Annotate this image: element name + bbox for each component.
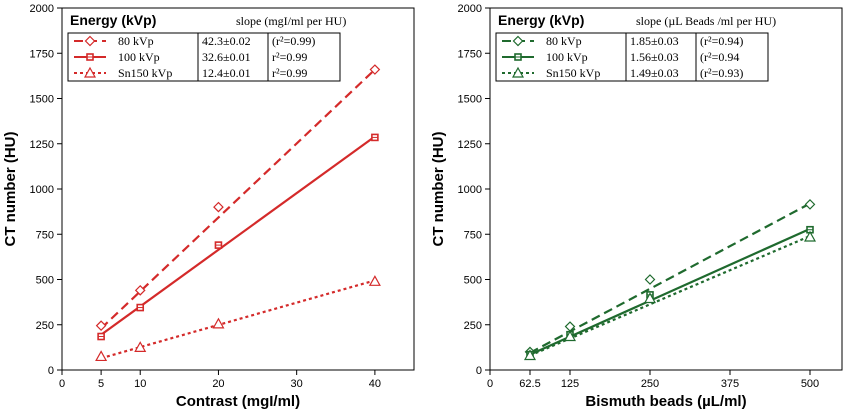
fit-line <box>100 135 376 336</box>
data-point-triangle <box>368 275 381 286</box>
y-tick-label: 1250 <box>458 139 482 151</box>
x-tick-label: 0 <box>59 378 65 390</box>
legend-title: Energy (kVp) <box>70 12 156 28</box>
y-tick-label: 250 <box>36 320 54 332</box>
x-tick-label: 40 <box>369 378 381 390</box>
y-tick-label: 1500 <box>458 94 482 106</box>
data-point-triangle <box>212 317 225 329</box>
data-point-diamond <box>804 199 816 210</box>
y-axis-label: CT number (HU) <box>2 132 19 247</box>
legend-table <box>495 32 769 82</box>
data-point-triangle <box>134 341 147 352</box>
fit-line <box>529 202 811 354</box>
legend-series-label: Sn150 kVp <box>546 66 600 80</box>
fit-line <box>100 68 376 330</box>
y-tick-label: 500 <box>464 275 482 287</box>
data-point-diamond <box>369 64 381 75</box>
x-tick-label: 30 <box>291 378 303 390</box>
fit-line <box>529 227 811 356</box>
y-tick-label: 1000 <box>458 184 482 196</box>
data-point-diamond <box>512 35 524 47</box>
series-80-kvp <box>95 64 381 332</box>
y-tick-label: 1750 <box>30 48 54 60</box>
legend-r2: (r²=0.94 <box>700 50 739 64</box>
data-point-triangle <box>523 349 537 361</box>
y-tick-label: 2000 <box>30 3 54 15</box>
chart-2: 0 250 500 750 1000 1250 1500 1750 2000 0 62.5 125 25… <box>430 3 843 410</box>
chart-1: 0 250 500 750 1000 1250 1500 1750 2000 0 5 10 20 30 40… <box>2 3 415 410</box>
legend-r2: (r²=0.93) <box>700 66 743 80</box>
y-tick-label: 500 <box>36 275 54 287</box>
data-point-triangle <box>511 66 525 78</box>
legend-table <box>67 32 341 82</box>
x-tick-label: 5 <box>98 378 104 390</box>
y-axis-label: CT number (HU) <box>430 132 447 247</box>
data-point-triangle <box>563 330 577 342</box>
y-tick-label: 0 <box>48 365 54 377</box>
legend: Energy (kVp) slope (mgI/ml per HU) 80 kVp 4… <box>67 12 346 82</box>
data-point-diamond <box>95 320 107 332</box>
y-tick-label: 1250 <box>30 139 54 151</box>
data-point-diamond <box>644 274 656 285</box>
x-tick-label: 250 <box>641 378 659 390</box>
legend-r2: (r²=0.99) <box>272 34 315 48</box>
x-tick-label: 10 <box>134 378 146 390</box>
y-tick-label: 1500 <box>30 94 54 106</box>
y-tick-label: 1750 <box>458 48 482 60</box>
legend-series-label: 100 kVp <box>118 50 160 64</box>
series-sn150-kvp <box>523 230 817 361</box>
legend-header: slope (mgI/ml per HU) <box>236 14 346 28</box>
legend-r2: r²=0.99 <box>272 50 307 64</box>
x-tick-label: 0 <box>487 378 493 390</box>
y-tick-label: 2000 <box>458 3 482 15</box>
legend-r2: (r²=0.94) <box>700 34 743 48</box>
y-tick-label: 250 <box>464 320 482 332</box>
series-100-kvp <box>97 133 379 341</box>
data-point-triangle <box>803 230 817 242</box>
y-tick-label: 0 <box>476 365 482 377</box>
x-axis-label: Bismuth beads (µL/ml) <box>585 393 746 410</box>
legend-slope: 1.85±0.03 <box>630 34 679 48</box>
y-tick-label: 750 <box>464 229 482 241</box>
legend-title: Energy (kVp) <box>498 12 584 28</box>
legend-slope: 12.4±0.01 <box>202 66 251 80</box>
legend-header: slope (µL Beads /ml per HU) <box>636 14 776 28</box>
y-tick-label: 750 <box>36 229 54 241</box>
data-point-triangle <box>643 292 657 304</box>
series-sn150-kvp <box>95 275 381 362</box>
legend-series-label: 80 kVp <box>546 34 582 48</box>
legend-slope: 32.6±0.01 <box>202 50 251 64</box>
fit-line <box>529 235 811 357</box>
legend-slope: 42.3±0.02 <box>202 34 251 48</box>
data-point-triangle <box>95 350 108 362</box>
x-tick-label: 62.5 <box>519 378 540 390</box>
y-tick-label: 1000 <box>30 184 54 196</box>
x-axis-label: Contrast (mgI/ml) <box>176 393 300 410</box>
data-point-diamond <box>84 35 96 47</box>
legend-r2: r²=0.99 <box>272 66 307 80</box>
x-tick-label: 500 <box>801 378 819 390</box>
legend-slope: 1.56±0.03 <box>630 50 679 64</box>
x-tick-label: 125 <box>561 378 579 390</box>
legend: Energy (kVp) slope (µL Beads /ml per HU) 8… <box>495 12 776 82</box>
x-tick-label: 20 <box>212 378 224 390</box>
legend-series-label: Sn150 kVp <box>118 66 172 80</box>
data-point-diamond <box>134 285 146 296</box>
x-tick-label: 375 <box>721 378 739 390</box>
data-point-triangle <box>83 66 97 78</box>
legend-slope: 1.49±0.03 <box>630 66 679 80</box>
legend-series-label: 80 kVp <box>118 34 154 48</box>
legend-series-label: 100 kVp <box>546 50 588 64</box>
data-point-diamond <box>213 201 224 213</box>
